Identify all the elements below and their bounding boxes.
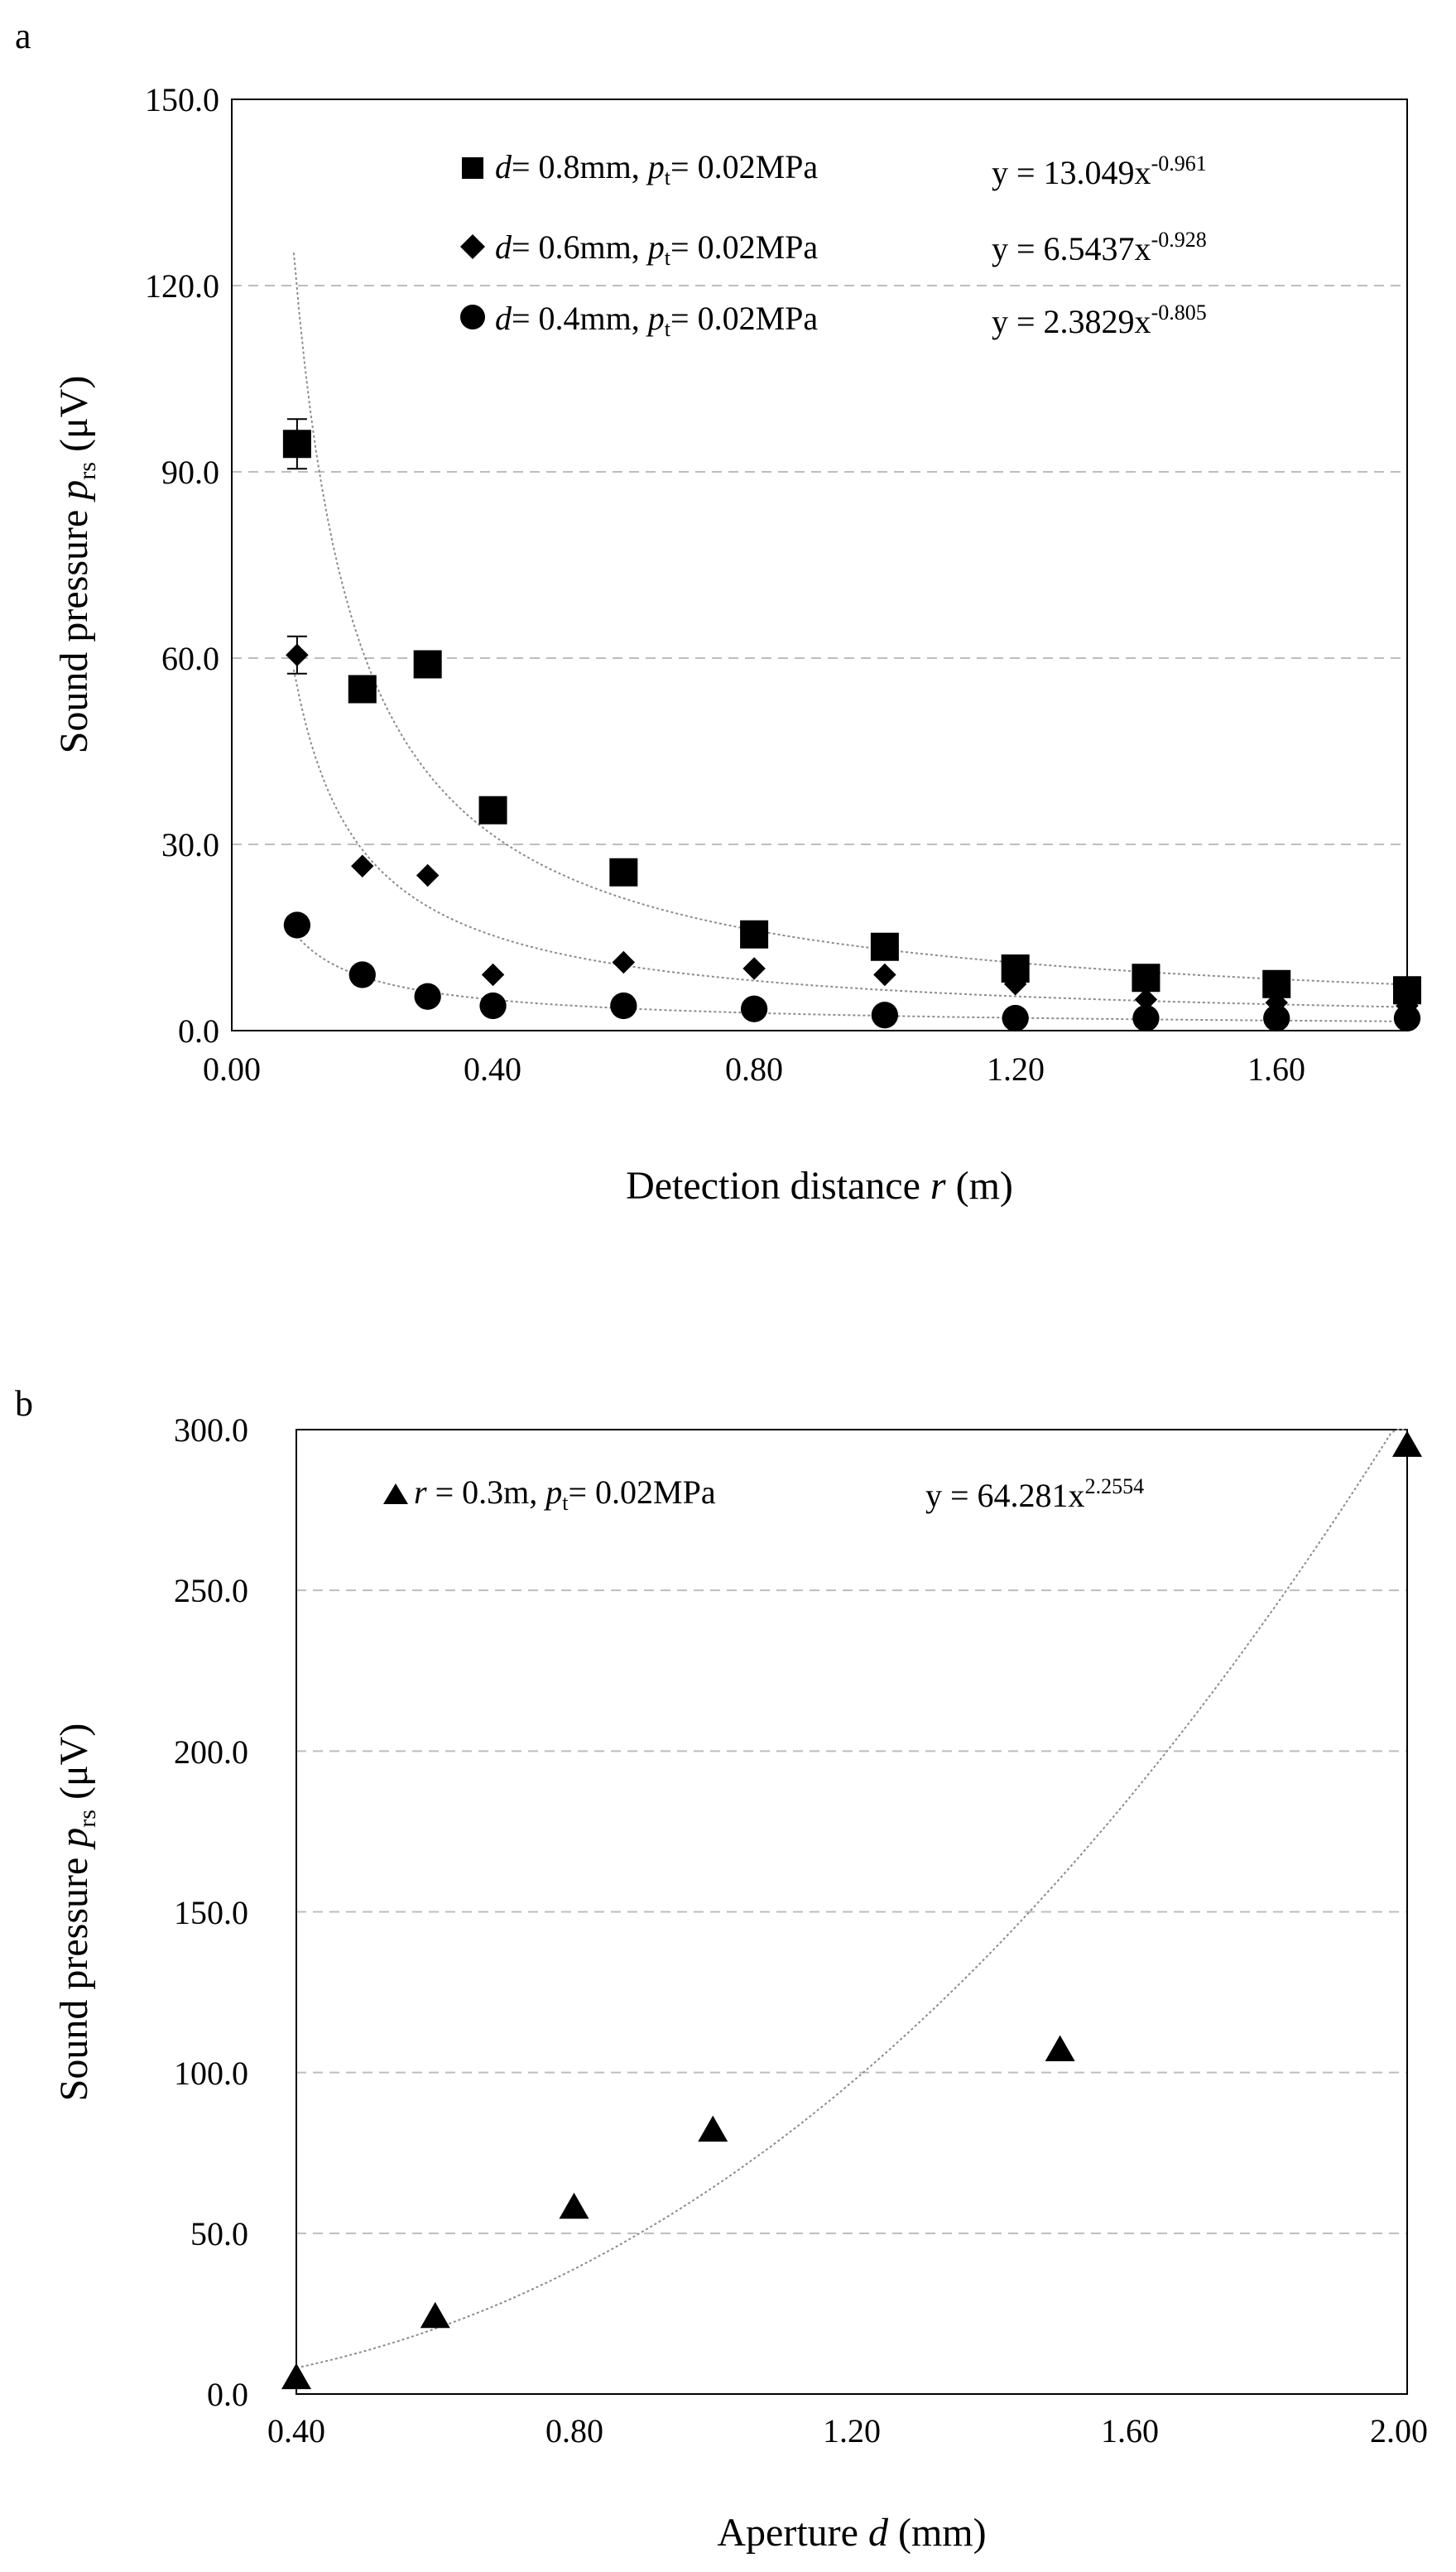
y-tick-label: 120.0	[145, 267, 219, 305]
data-point-circle	[1132, 1004, 1160, 1032]
data-point-triangle	[1045, 2035, 1075, 2061]
x-tick-label: 0.40	[464, 1050, 521, 1088]
data-point-square	[413, 650, 442, 679]
data-point-circle	[283, 911, 311, 939]
legend-marker-diamond	[460, 234, 485, 259]
x-tick-label: 2.00	[1370, 2412, 1428, 2449]
data-point-square	[282, 430, 311, 459]
data-point-square	[348, 675, 377, 704]
data-point-circle	[414, 983, 441, 1010]
legend-marker-triangle	[383, 1483, 408, 1504]
power-fit-curve	[296, 1429, 1407, 2369]
data-point-square	[609, 858, 638, 887]
data-point-diamond	[1134, 988, 1158, 1012]
chart-panel-b: b 0.0 50.0 100.0 150.0 200.0 250.0 300.0…	[15, 1383, 1428, 2555]
data-points-b	[281, 1430, 1422, 2390]
x-axis-title-a: Detection distance r (m)	[626, 1164, 1013, 1208]
y-axis-title-a: Sound pressure prs (μV)	[52, 376, 101, 754]
x-tick-label: 1.60	[1247, 1050, 1305, 1088]
data-point-diamond	[742, 957, 766, 980]
panel-label-a: a	[15, 16, 31, 56]
data-point-diamond	[351, 854, 374, 877]
y-tick-label: 150.0	[174, 1894, 248, 1931]
legend-entry: d= 0.4mm, pt= 0.02MPa	[495, 300, 818, 341]
fit-curves-b	[296, 1429, 1407, 2369]
data-point-diamond	[873, 963, 896, 987]
data-point-diamond	[1003, 973, 1027, 996]
data-point-circle	[610, 992, 637, 1020]
power-fit-curve	[293, 931, 1408, 1022]
data-point-circle	[1393, 1004, 1421, 1032]
data-point-diamond	[481, 963, 505, 987]
data-point-triangle	[281, 2363, 311, 2390]
fit-equation: y = 2.3829x-0.805	[992, 300, 1207, 340]
y-tick-label: 30.0	[161, 826, 219, 863]
y-tick-label: 0.0	[178, 1012, 219, 1050]
x-tick-label: 1.20	[987, 1050, 1045, 1088]
data-point-diamond	[612, 950, 636, 974]
power-fit-curve	[292, 252, 1408, 986]
data-point-circle	[479, 992, 507, 1020]
grid-lines-b	[296, 1589, 1407, 2234]
plot-area-a	[231, 99, 1408, 1031]
legend-entry: r = 0.3m, pt= 0.02MPa	[414, 1473, 716, 1515]
panel-label-b: b	[15, 1383, 33, 1424]
data-point-triangle	[420, 2301, 450, 2329]
x-tick-labels-a: 0.00 0.40 0.80 1.20 1.60	[203, 1050, 1305, 1088]
legend-marker-square	[462, 157, 483, 179]
fit-curves-a	[292, 252, 1408, 1022]
chart-panel-a: a 0.0 30.0 60.0 90.0 120.0 150.0 0.00 0.…	[15, 16, 1421, 1208]
legend-entry: d= 0.8mm, pt= 0.02MPa	[495, 148, 818, 190]
y-axis-title-b: Sound pressure prs (μV)	[52, 1723, 101, 2102]
data-point-square	[740, 920, 769, 949]
y-tick-label: 90.0	[161, 454, 219, 491]
grid-lines-a	[232, 285, 1407, 845]
y-tick-label: 300.0	[174, 1411, 248, 1449]
plot-area-b	[296, 1429, 1408, 2395]
data-point-diamond	[416, 863, 440, 887]
power-fit-curve	[292, 669, 1408, 1008]
legend-entry: d= 0.6mm, pt= 0.02MPa	[495, 228, 818, 270]
legend-marker-circle	[460, 305, 485, 329]
y-tick-label: 0.0	[207, 2376, 248, 2413]
y-tick-label: 100.0	[174, 2055, 248, 2092]
x-tick-label: 0.80	[725, 1050, 783, 1088]
fit-equation: y = 6.5437x-0.928	[992, 228, 1207, 267]
data-point-circle	[348, 961, 376, 988]
data-points-a	[282, 430, 1421, 1032]
legend-a: d= 0.8mm, pt= 0.02MPa y = 13.049x-0.961 …	[460, 148, 1207, 341]
legend-b: r = 0.3m, pt= 0.02MPa y = 64.281x2.2554	[383, 1473, 1144, 1515]
y-tick-label: 250.0	[174, 1572, 248, 1609]
x-tick-label: 1.20	[823, 2412, 881, 2449]
data-point-diamond	[286, 643, 309, 666]
x-tick-label: 0.00	[203, 1050, 261, 1088]
y-tick-labels-b: 0.0 50.0 100.0 150.0 200.0 250.0 300.0	[174, 1411, 248, 2413]
data-point-square	[1132, 964, 1160, 993]
data-point-triangle	[1392, 1430, 1422, 1457]
x-tick-label: 0.40	[267, 2412, 325, 2449]
x-tick-label: 0.80	[545, 2412, 603, 2449]
x-tick-labels-b: 0.40 0.80 1.20 1.60 2.00	[267, 2412, 1428, 2449]
data-point-square	[478, 796, 507, 824]
data-point-circle	[1002, 1004, 1029, 1032]
y-tick-label: 50.0	[190, 2215, 248, 2252]
x-tick-label: 1.60	[1101, 2412, 1159, 2449]
data-point-triangle	[698, 2115, 728, 2142]
data-point-triangle	[559, 2192, 589, 2219]
y-tick-label: 60.0	[161, 640, 219, 677]
data-point-square	[870, 932, 899, 961]
fit-equation: y = 64.281x2.2554	[925, 1474, 1144, 1514]
y-tick-label: 200.0	[174, 1733, 248, 1771]
y-tick-label: 150.0	[145, 81, 219, 118]
fit-equation: y = 13.049x-0.961	[992, 151, 1207, 191]
data-point-circle	[1263, 1004, 1290, 1032]
data-point-circle	[740, 995, 768, 1022]
x-axis-title-b: Aperture d (mm)	[717, 2511, 986, 2555]
y-tick-labels-a: 0.0 30.0 60.0 90.0 120.0 150.0	[145, 81, 219, 1050]
data-point-circle	[871, 1002, 899, 1029]
